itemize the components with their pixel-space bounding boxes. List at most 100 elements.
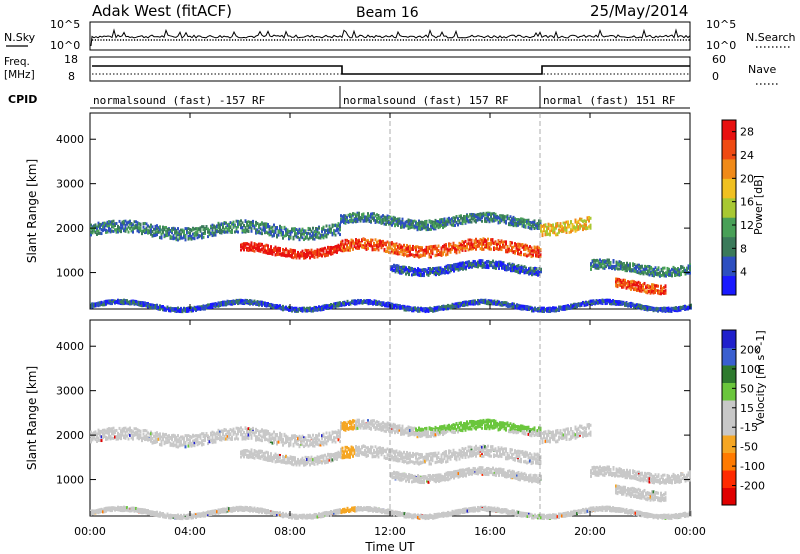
power-cell: [330, 250, 332, 254]
power-cell: [687, 266, 690, 270]
power-cell: [315, 235, 317, 239]
power-cell: [264, 231, 266, 235]
power-cell: [222, 223, 224, 227]
power-cell: [505, 268, 508, 272]
power-cell: [312, 251, 314, 255]
power-cell: [630, 269, 633, 273]
power-cell: [533, 245, 536, 249]
power-cell: [439, 272, 442, 276]
power-cell: [404, 246, 407, 250]
power-cell: [108, 224, 110, 228]
power-cell: [304, 255, 307, 259]
power-cell: [585, 223, 587, 227]
power-cell: [190, 306, 193, 310]
power-cell: [172, 307, 175, 311]
power-cell: [417, 271, 419, 275]
power-cell: [419, 253, 422, 257]
power-cell: [466, 219, 468, 223]
power-cell: [150, 230, 152, 234]
power-cell: [316, 230, 319, 234]
power-cell: [579, 225, 581, 229]
power-cell: [193, 227, 196, 231]
power-cell: [541, 224, 544, 228]
power-cell: [623, 267, 625, 271]
power-cell: [124, 224, 127, 228]
power-cell: [175, 228, 178, 232]
power-cell: [437, 220, 440, 224]
power-cell: [559, 229, 562, 233]
power-cell: [186, 230, 188, 234]
power-cell: [409, 268, 412, 272]
power-cell: [256, 243, 259, 247]
power-cell: [115, 230, 118, 234]
power-cell: [94, 223, 97, 227]
power-cell: [99, 303, 101, 307]
power-cell: [520, 264, 523, 268]
power-cell: [459, 265, 461, 269]
power-cell: [157, 230, 160, 234]
power-cell: [511, 264, 514, 268]
power-cell: [642, 272, 645, 276]
power-cell: [546, 229, 548, 233]
power-cell: [486, 263, 488, 267]
power-cell: [136, 302, 139, 306]
power-cell: [412, 270, 415, 274]
power-cell: [623, 263, 625, 267]
power-cell: [373, 218, 375, 222]
power-cell: [195, 233, 197, 237]
power-cell: [512, 245, 515, 249]
power-cell: [413, 224, 416, 228]
power-cell: [289, 248, 292, 252]
power-cell: [228, 229, 230, 233]
power-cell: [526, 271, 529, 275]
power-cell: [467, 248, 470, 252]
power-cell: [617, 267, 619, 271]
power-cell: [535, 267, 538, 271]
power-cell: [163, 235, 166, 239]
power-cell: [373, 216, 375, 220]
power-cell: [506, 248, 509, 252]
power-cell: [97, 231, 100, 235]
power-cell: [105, 302, 107, 306]
power-cell: [555, 222, 557, 226]
power-cell: [615, 277, 617, 281]
power-cell: [594, 261, 597, 265]
power-cell: [524, 224, 527, 228]
power-cell: [315, 249, 317, 253]
power-cell: [397, 267, 400, 271]
power-cell: [538, 224, 540, 228]
power-cell: [488, 245, 491, 249]
power-cell: [389, 241, 392, 245]
power-cell: [406, 247, 408, 251]
power-cell: [186, 309, 188, 313]
power-cell: [392, 215, 395, 219]
power-cell: [515, 246, 518, 250]
power-cell: [117, 301, 119, 305]
power-cell: [498, 263, 500, 267]
power-cell: [156, 303, 158, 307]
power-cell: [336, 228, 338, 232]
power-cell: [322, 236, 325, 240]
power-cell: [286, 252, 289, 256]
power-cell: [162, 308, 164, 312]
power-cell: [435, 268, 437, 272]
power-cell: [334, 245, 337, 249]
power-cell: [279, 247, 281, 251]
power-cell: [153, 227, 155, 231]
power-cell: [126, 222, 128, 226]
power-cell: [556, 224, 559, 228]
power-cell: [509, 249, 512, 253]
power-cell: [350, 238, 353, 242]
power-cell: [427, 228, 429, 232]
power-cell: [258, 230, 260, 234]
power-cell: [178, 233, 181, 237]
power-cell: [661, 291, 664, 295]
power-cell: [421, 221, 423, 225]
power-cell: [211, 234, 214, 238]
power-cell: [178, 236, 181, 240]
power-cell: [561, 230, 563, 234]
power-cell: [315, 233, 317, 237]
power-cell: [291, 250, 293, 254]
power-cell: [252, 302, 254, 306]
power-cell: [306, 236, 308, 240]
